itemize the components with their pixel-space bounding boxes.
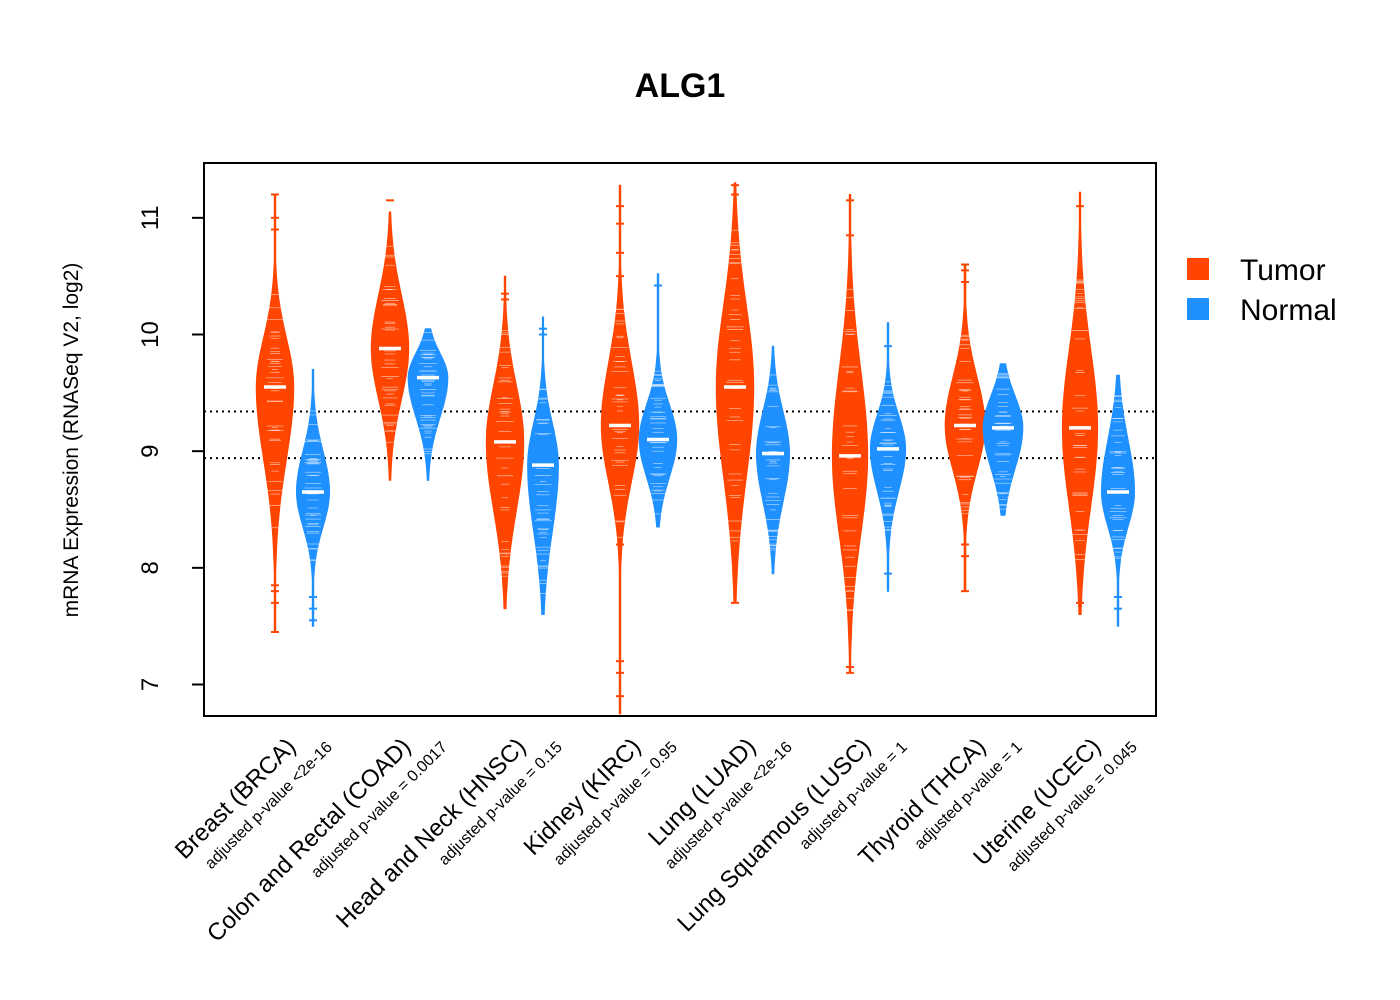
category-group-4 — [600, 184, 678, 715]
normal-violin-3 — [527, 316, 559, 615]
y-tick-label-10: 10 — [137, 321, 164, 348]
normal-violin-4 — [638, 273, 678, 528]
normal-violin-1 — [296, 369, 330, 627]
y-tick-label-9: 9 — [137, 444, 164, 457]
tumor-violin-body — [831, 194, 869, 674]
tumor-violin-7 — [944, 263, 986, 593]
y-axis-label: mRNA Expression (RNASeq V2, log2) — [60, 263, 83, 618]
tumor-violin-1 — [255, 193, 295, 633]
category-group-7 — [944, 263, 1024, 593]
category-group-8 — [1061, 191, 1135, 627]
y-tick-label-11: 11 — [137, 205, 164, 230]
chart-title: ALG1 — [635, 67, 726, 105]
normal-violin-2 — [407, 328, 449, 481]
category-group-5 — [715, 182, 790, 604]
tumor-violin-body — [1061, 191, 1099, 615]
legend-label-tumor: Tumor — [1240, 254, 1326, 287]
plot-area-frame — [203, 162, 1157, 717]
normal-violin-8 — [1101, 374, 1135, 627]
category-group-6 — [831, 194, 907, 674]
tumor-violin-8 — [1061, 191, 1099, 615]
category-group-3 — [485, 275, 559, 615]
y-axis: 7 8 9 10 11 — [137, 205, 204, 691]
normal-violin-body — [869, 322, 907, 592]
legend-swatch-normal — [1187, 298, 1209, 320]
tumor-violin-4 — [600, 184, 640, 715]
normal-violin-body — [1101, 374, 1135, 627]
tumor-violin-6 — [831, 194, 869, 674]
tumor-violin-body — [715, 182, 755, 604]
normal-violin-body — [982, 363, 1024, 516]
tumor-violin-3 — [485, 275, 525, 610]
legend-label-normal: Normal — [1240, 294, 1337, 327]
tumor-violin-body — [255, 194, 295, 633]
legend-swatch-tumor — [1187, 258, 1209, 280]
violin-groups — [255, 182, 1135, 715]
y-tick-label-8: 8 — [137, 561, 164, 574]
category-group-1 — [255, 193, 330, 633]
y-tick-label-7: 7 — [137, 678, 164, 691]
tumor-violin-5 — [715, 182, 755, 604]
normal-violin-5 — [756, 345, 790, 575]
category-group-2 — [370, 199, 449, 481]
tumor-violin-2 — [370, 199, 410, 481]
tumor-violin-body — [600, 184, 640, 715]
x-axis-category-labels: Breast (BRCA)adjusted p-value <2e-16Colo… — [170, 733, 1141, 947]
normal-violin-7 — [982, 363, 1024, 516]
tumor-violin-body — [944, 264, 986, 592]
normal-violin-body — [296, 369, 330, 627]
normal-violin-6 — [869, 322, 907, 592]
tumor-violin-body — [370, 211, 410, 481]
legend: Tumor Normal — [1187, 254, 1337, 327]
